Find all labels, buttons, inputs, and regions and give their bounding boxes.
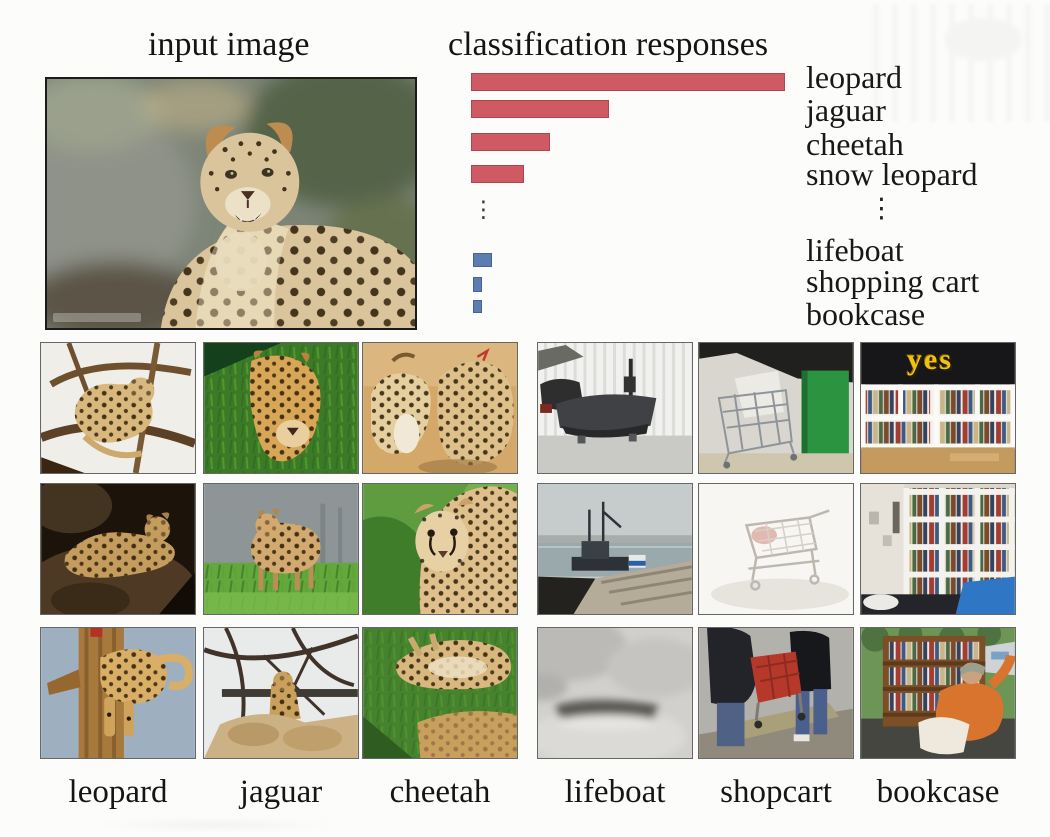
footer-label-lifeboat: lifeboat	[564, 774, 666, 810]
thumbnail-cheetah-2	[362, 483, 518, 615]
footer-label-shopcart: shopcart	[720, 774, 832, 810]
bar-leopard	[471, 73, 785, 91]
chart-label-bookcase: bookcase	[806, 296, 926, 332]
thumbnail-bookcase-1: yes	[860, 342, 1016, 474]
chart-title: classification responses	[448, 26, 769, 63]
bar-shopping-cart	[473, 277, 482, 292]
thumbnail-shopcart-2	[698, 483, 854, 615]
photo-credit-smudge	[53, 313, 141, 322]
thumbnail-leopard-1	[40, 342, 196, 474]
watermark-smudge	[90, 818, 340, 832]
thumbnail-lifeboat-2	[537, 483, 693, 615]
thumbnail-bookcase-2	[860, 483, 1016, 615]
chart-label-jaguar: jaguar	[806, 92, 886, 128]
input-image-leopard	[45, 77, 417, 330]
input-image-title: input image	[148, 26, 310, 63]
chart-label-leopard: leopard	[806, 59, 902, 95]
thumbnail-lifeboat-1	[537, 342, 693, 474]
chart-label-snow-leopard: snow leopard	[806, 156, 978, 192]
footer-label-jaguar: jaguar	[239, 774, 323, 810]
thumbnail-cheetah-1	[362, 342, 518, 474]
bar-jaguar	[471, 100, 609, 118]
bar-bookcase	[473, 300, 482, 313]
thumbnail-jaguar-3	[203, 627, 359, 759]
chart-label-lifeboat: lifeboat	[806, 232, 904, 268]
thumbnail-leopard-2	[40, 483, 196, 615]
footer-label-cheetah: cheetah	[389, 774, 491, 810]
chart-label-shopping-cart: shopping cart	[806, 263, 980, 299]
chart-ellipsis-bars: ⋮	[472, 197, 495, 223]
bar-snow-leopard	[471, 165, 524, 183]
thumbnail-jaguar-2	[203, 483, 359, 615]
thumbnail-cheetah-3	[362, 627, 518, 759]
thumbnail-shopcart-3	[698, 627, 854, 759]
thumbnail-jaguar-1	[203, 342, 359, 474]
thumbnail-shopcart-1	[698, 342, 854, 474]
thumbnail-bookcase-3	[860, 627, 1016, 759]
footer-label-bookcase: bookcase	[876, 774, 1000, 810]
bookcase-yes-text: yes	[907, 343, 953, 376]
footer-label-leopard: leopard	[68, 774, 168, 810]
thumbnail-leopard-3	[40, 627, 196, 759]
watermark	[860, 4, 1050, 122]
bar-lifeboat	[473, 253, 492, 267]
chart-ellipsis-labels: ⋮	[868, 193, 895, 224]
thumbnail-lifeboat-3	[537, 627, 693, 759]
chart-label-cheetah: cheetah	[806, 126, 904, 162]
bar-cheetah	[471, 133, 550, 151]
